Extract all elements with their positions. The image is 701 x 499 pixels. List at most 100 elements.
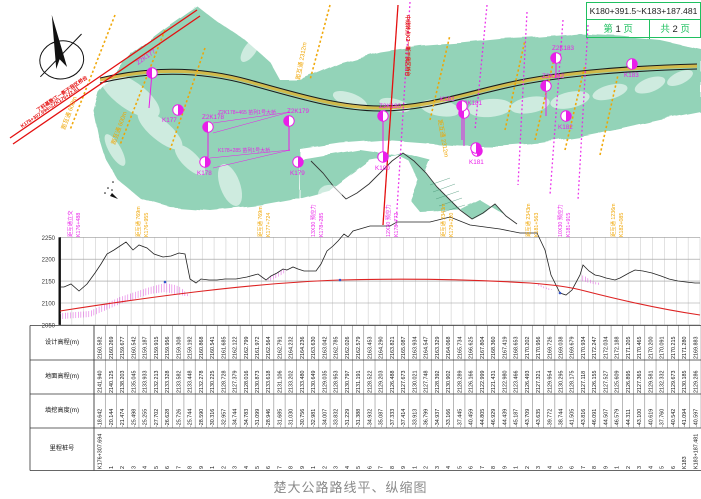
svg-text:距互通 2343m: 距互通 2343m [524, 203, 532, 237]
svg-text:5: 5 [255, 466, 261, 469]
svg-text:1: 1 [412, 466, 418, 469]
svg-text:7: 7 [176, 466, 182, 469]
svg-text:2169.679: 2169.679 [570, 337, 576, 359]
svg-text:-31.388: -31.388 [356, 409, 362, 427]
svg-text:2130.021: 2130.021 [412, 371, 418, 393]
svg-text:Z2K179: Z2K179 [287, 108, 310, 115]
svg-text:2150: 2150 [42, 280, 56, 286]
svg-text:-35.087: -35.087 [379, 409, 385, 427]
svg-text:2170.091: 2170.091 [660, 337, 666, 359]
svg-text:2162.579: 2162.579 [356, 337, 362, 359]
svg-text:2100: 2100 [42, 302, 56, 308]
svg-text:4: 4 [345, 466, 351, 469]
svg-text:2159.187: 2159.187 [143, 337, 149, 359]
svg-text:2127.365: 2127.365 [637, 371, 643, 393]
svg-text:2132.332: 2132.332 [660, 371, 666, 393]
svg-text:2135.045: 2135.045 [131, 371, 137, 393]
svg-text:-45.187: -45.187 [514, 409, 520, 427]
svg-text:-40.597: -40.597 [693, 409, 699, 427]
svg-text:2160.868: 2160.868 [199, 337, 205, 359]
svg-text:2138.203: 2138.203 [120, 371, 126, 393]
svg-text:-41.094: -41.094 [682, 409, 688, 427]
svg-text:3: 3 [233, 466, 239, 469]
svg-text:-43.816: -43.816 [581, 409, 587, 427]
svg-text:8: 8 [188, 466, 194, 469]
svg-text:2167.804: 2167.804 [480, 337, 486, 359]
svg-text:2133.202: 2133.202 [289, 371, 295, 393]
svg-text:2162.026: 2162.026 [345, 337, 351, 359]
svg-text:2131.191: 2131.191 [356, 371, 362, 393]
svg-text:2130.225: 2130.225 [210, 371, 216, 393]
svg-text:9: 9 [603, 466, 609, 469]
svg-text:2163.821: 2163.821 [390, 337, 396, 359]
svg-text:-27.702: -27.702 [154, 409, 160, 427]
svg-text:2159.915: 2159.915 [154, 337, 160, 359]
svg-text:8: 8 [289, 466, 295, 469]
svg-text:2166.625: 2166.625 [469, 337, 475, 359]
svg-text:2133.582: 2133.582 [176, 371, 182, 393]
svg-text:2163.934: 2163.934 [412, 337, 418, 359]
svg-text:2164.290: 2164.290 [379, 337, 385, 359]
svg-text:K181: K181 [440, 96, 455, 103]
svg-text:K177+724: K177+724 [266, 213, 272, 237]
svg-text:5: 5 [558, 466, 564, 469]
svg-text:-21.474: -21.474 [120, 409, 126, 427]
svg-text:2169.038: 2169.038 [558, 337, 564, 359]
svg-text:-38.744: -38.744 [558, 409, 564, 427]
svg-text:5: 5 [356, 466, 362, 469]
svg-text:2126.493: 2126.493 [525, 371, 531, 393]
svg-text:-31.099: -31.099 [255, 409, 261, 427]
svg-text:K181+915: K181+915 [566, 213, 572, 237]
svg-text:K177: K177 [162, 117, 177, 124]
svg-text:2162.564: 2162.564 [266, 337, 272, 359]
svg-text:2133.933: 2133.933 [143, 371, 149, 393]
svg-text:Z2K183: Z2K183 [552, 45, 575, 52]
svg-text:距互通 769m: 距互通 769m [134, 206, 142, 237]
svg-text:中线转点K2一断于我区桥台: 中线转点K2一断于我区桥台 [404, 15, 411, 76]
svg-text:-40.619: -40.619 [648, 409, 654, 427]
svg-text:K176+307.694: K176+307.694 [98, 434, 104, 469]
svg-text:2159.677: 2159.677 [120, 337, 126, 359]
svg-text:2250: 2250 [42, 236, 56, 242]
svg-text:2: 2 [525, 466, 531, 469]
svg-text:3: 3 [131, 466, 137, 469]
svg-text:2171.205: 2171.205 [626, 337, 632, 359]
svg-text:K183+187.481: K183+187.481 [693, 434, 699, 469]
svg-text:1: 1 [210, 466, 216, 469]
svg-text:2126.155: 2126.155 [592, 371, 598, 393]
svg-text:7: 7 [277, 466, 283, 469]
svg-text:2133.480: 2133.480 [300, 371, 306, 393]
svg-text:2165.087: 2165.087 [401, 337, 407, 359]
svg-text:2132.278: 2132.278 [199, 371, 205, 393]
svg-text:2140.125: 2140.125 [109, 371, 115, 393]
svg-text:8: 8 [390, 466, 396, 469]
svg-text:-25.498: -25.498 [131, 409, 137, 427]
svg-text:2127.379: 2127.379 [233, 371, 239, 393]
svg-text:1: 1 [615, 466, 621, 469]
svg-text:2: 2 [120, 466, 126, 469]
svg-text:2170.202: 2170.202 [525, 337, 531, 359]
svg-text:2129.581: 2129.581 [648, 371, 654, 393]
svg-text:Z2K180: Z2K180 [379, 103, 402, 110]
svg-text:K178+285: K178+285 [319, 213, 325, 237]
svg-text:-37.760: -37.760 [660, 409, 666, 427]
svg-text:2126.895: 2126.895 [626, 371, 632, 393]
svg-text:2127.527: 2127.527 [603, 371, 609, 393]
svg-text:2163.453: 2163.453 [367, 337, 373, 359]
svg-text:1: 1 [311, 466, 317, 469]
svg-text:K180: K180 [375, 165, 390, 172]
svg-text:2131.106: 2131.106 [277, 371, 283, 393]
svg-text:-31.685: -31.685 [277, 409, 283, 427]
svg-text:2162.785: 2162.785 [334, 337, 340, 359]
svg-text:-28.590: -28.590 [199, 409, 205, 427]
svg-text:设计高程(m): 设计高程(m) [45, 338, 79, 346]
svg-text:2128.728: 2128.728 [221, 371, 227, 393]
svg-text:2130.649: 2130.649 [311, 371, 317, 393]
svg-text:2170.215: 2170.215 [671, 337, 677, 359]
svg-text:-34.783: -34.783 [244, 409, 250, 427]
svg-text:距互通 1236m: 距互通 1236m [609, 203, 617, 237]
svg-text:里程桩号: 里程桩号 [50, 444, 75, 452]
svg-text:2162.799: 2162.799 [244, 337, 250, 359]
svg-text:2168.653: 2168.653 [514, 337, 520, 359]
svg-text:K182+085: K182+085 [619, 213, 625, 237]
